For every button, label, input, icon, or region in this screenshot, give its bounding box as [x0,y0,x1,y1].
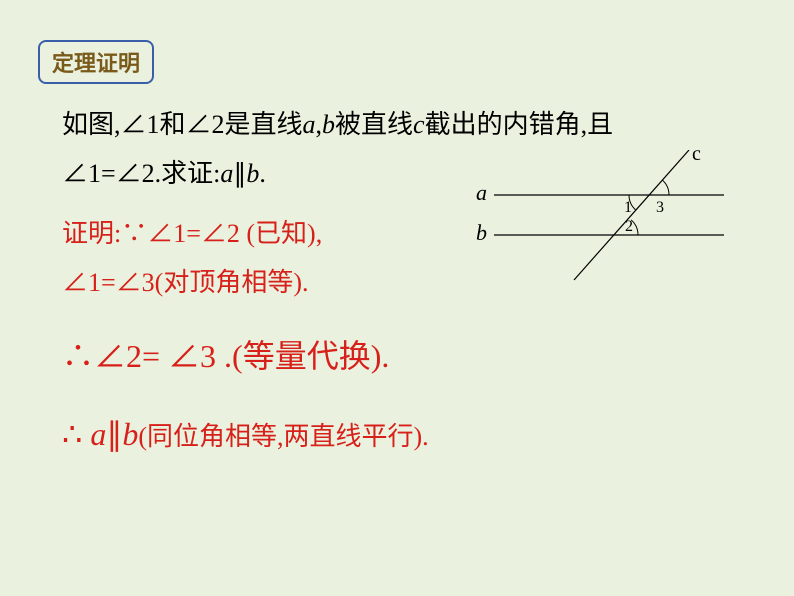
text: 如图,∠1和∠2是直线 [62,110,303,139]
var-a: a [303,110,316,139]
diagram-svg: ab c 1 3 2 [454,150,734,290]
text: 证明:∵∠1=∠2 (已知), [62,219,322,248]
text: ∴∠2= ∠3 .(等量代换). [62,338,389,374]
text: ∠1=∠2.求证: [62,159,220,188]
svg-text:1: 1 [624,199,632,216]
svg-text:c: c [692,150,701,165]
svg-text:3: 3 [656,199,664,216]
svg-text:a: a [476,180,487,205]
text: ∠1=∠3(对顶角相等). [62,268,308,297]
text: . [259,159,266,188]
var-a: a [220,159,233,188]
text: 被直线 [335,110,413,139]
problem-line-1: 如图,∠1和∠2是直线a,b被直线c截出的内错角,且 [62,100,762,149]
var-b: b [246,159,259,188]
svg-text:b: b [476,220,487,245]
proof-step-4: ∴ a∥b(同位角相等,两直线平行). [62,404,762,465]
proof-step-3: ∴∠2= ∠3 .(等量代换). [62,326,762,387]
theorem-badge-label: 定理证明 [52,51,140,76]
var-c: c [413,110,425,139]
text: 截出的内错角,且 [425,110,614,139]
svg-text:2: 2 [625,218,633,235]
parallel-symbol: ∥ [233,159,246,188]
theorem-badge: 定理证明 [38,40,154,84]
text: ∴ [62,416,90,452]
geometry-diagram: ab c 1 3 2 [454,150,734,295]
parallel-symbol: ∥ [106,416,122,452]
var-b: b [322,110,335,139]
var-b: b [122,416,138,452]
text: (同位角相等,两直线平行). [138,422,428,451]
var-a: a [90,416,106,452]
